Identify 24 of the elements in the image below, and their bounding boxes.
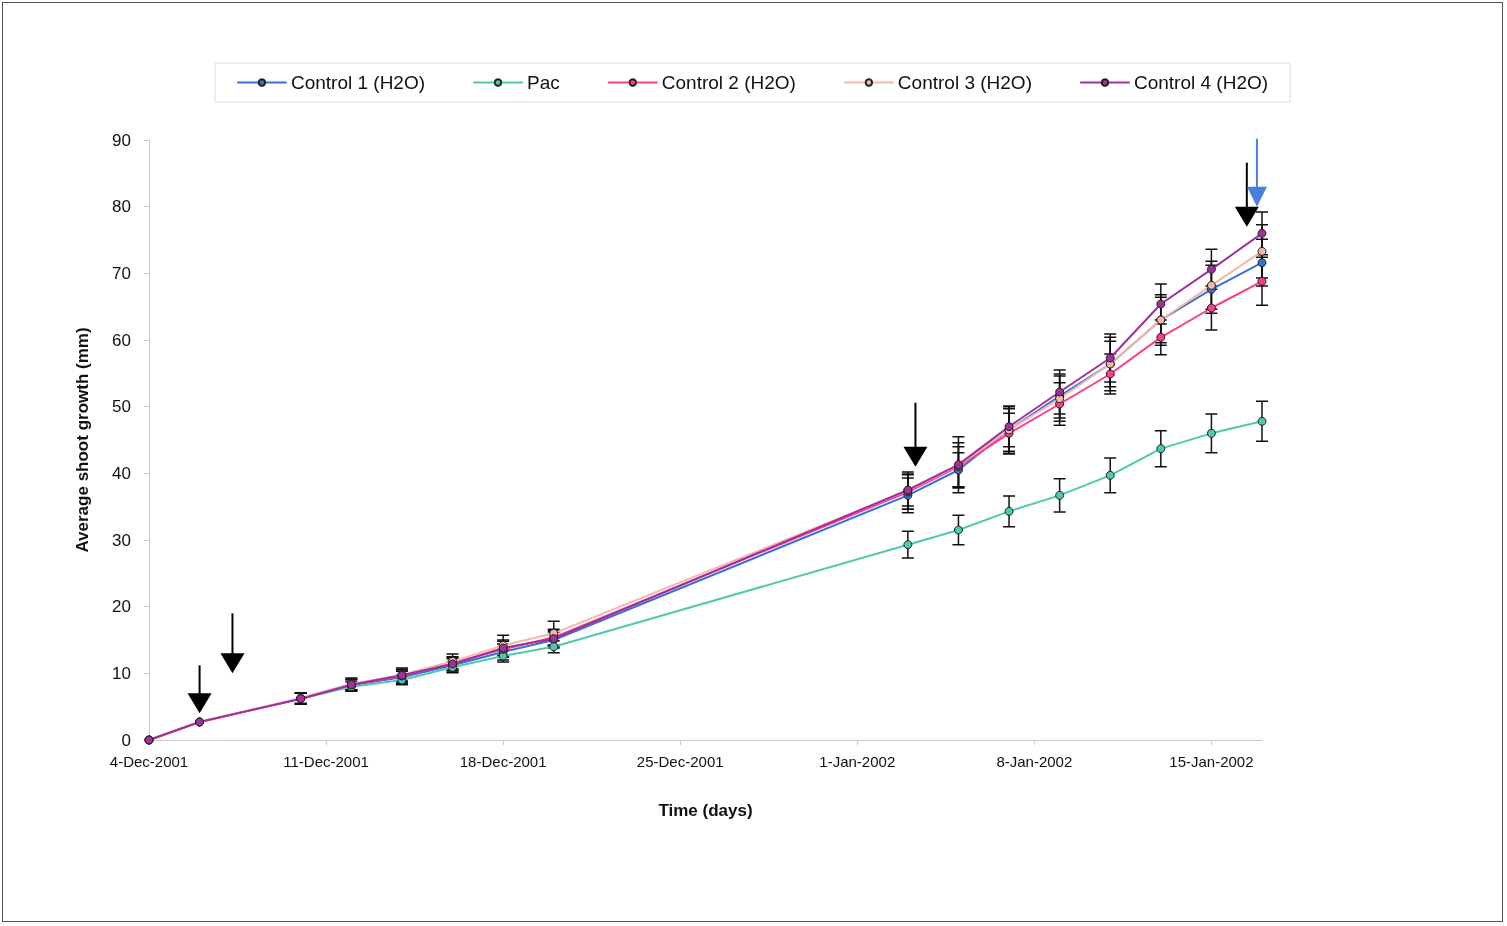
y-tick-label: 90 <box>112 130 131 150</box>
y-tick-label: 10 <box>112 663 131 683</box>
y-tick-label: 60 <box>112 330 131 350</box>
y-tick-label: 80 <box>112 197 131 217</box>
x-tick-label: 25-Dec-2001 <box>636 753 724 770</box>
y-tick-label: 70 <box>112 263 131 283</box>
x-tick-label: 18-Dec-2001 <box>459 753 547 770</box>
y-tick-label: 20 <box>112 597 131 617</box>
legend-label: Control 3 (H2O) <box>897 72 1032 93</box>
y-tick-label: 0 <box>121 730 131 750</box>
x-tick-label: 11-Dec-2001 <box>283 753 369 770</box>
legend-label: Control 4 (H2O) <box>1133 72 1269 93</box>
x-tick-label: 4-Dec-2001 <box>109 753 189 770</box>
x-tick-label: 8-Jan-2002 <box>996 753 1073 770</box>
y-tick-label: 50 <box>112 397 131 417</box>
x-tick-label: 1-Jan-2002 <box>819 753 896 770</box>
x-axis-title: Time (days) <box>658 801 753 820</box>
legend-label: Control 1 (H2O) <box>290 72 426 93</box>
y-axis-title: Average shoot growth (mm) <box>73 327 92 553</box>
x-tick-label: 15-Jan-2002 <box>1169 753 1254 770</box>
legend-label: Control 2 (H2O) <box>661 72 796 93</box>
y-tick-label: 30 <box>112 530 131 550</box>
y-tick-label: 40 <box>112 463 131 483</box>
legend-label: Pac <box>527 72 560 93</box>
